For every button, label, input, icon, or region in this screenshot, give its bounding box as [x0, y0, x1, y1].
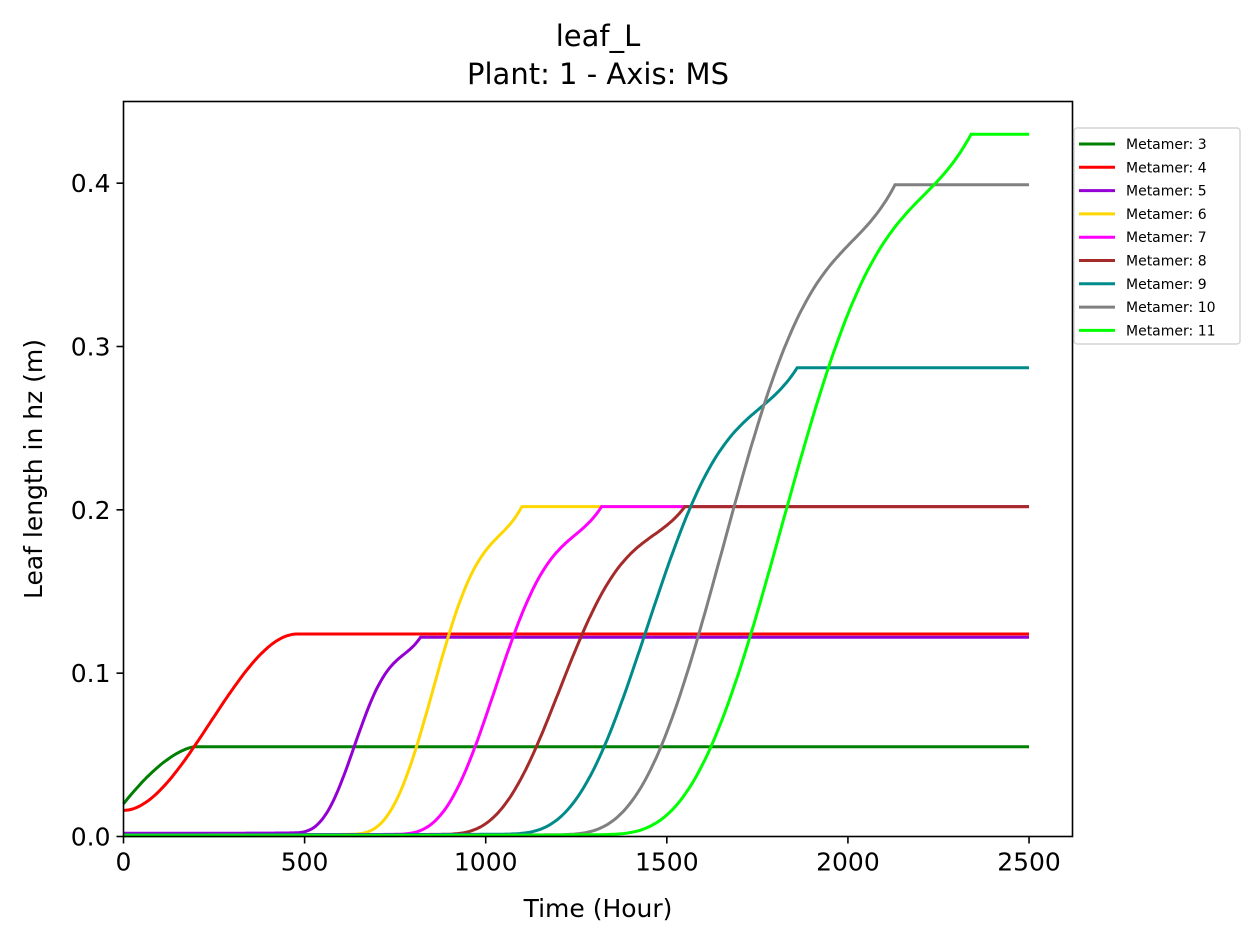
legend-label: Metamer: 6	[1126, 207, 1207, 223]
y-tick-label: 0.1	[71, 659, 111, 688]
legend-label: Metamer: 10	[1126, 300, 1216, 316]
series-line-8	[123, 183, 1029, 838]
series-line-1	[122, 745, 1029, 805]
legend-label: Metamer: 3	[1126, 137, 1207, 153]
series-line-9	[123, 132, 1029, 838]
legend-label: Metamer: 8	[1126, 254, 1207, 270]
chart-subtitle: Plant: 1 - Axis: MS	[467, 57, 729, 91]
plot-frame	[122, 100, 1074, 838]
legend-label: Metamer: 11	[1126, 323, 1216, 339]
series-line-5	[123, 505, 1029, 837]
legend-label: Metamer: 7	[1126, 230, 1207, 246]
x-tick-label: 0	[116, 848, 132, 877]
series-line-3	[123, 635, 1029, 835]
x-tick-label: 1500	[635, 848, 699, 877]
y-tick-label: 0.2	[71, 496, 111, 525]
chart-title: leaf_L	[556, 19, 641, 53]
y-tick-label: 0.0	[71, 823, 111, 852]
series-lines	[122, 132, 1029, 838]
legend-label: Metamer: 9	[1126, 277, 1207, 293]
y-axis-label: Leaf length in hz (m)	[19, 339, 48, 599]
x-tick-label: 1000	[454, 848, 518, 877]
axis-ticks: 0 500 1000 1500 2000 2500 0.0 0.1 0.2 0.3 0.4	[71, 169, 1061, 876]
x-axis-label: Time (Hour)	[523, 894, 673, 923]
series-line-4	[123, 505, 1029, 837]
legend-label: Metamer: 5	[1126, 184, 1207, 200]
y-tick-label: 0.3	[71, 333, 111, 362]
y-tick-label: 0.4	[71, 169, 111, 198]
legend-frame	[1073, 127, 1241, 345]
legend: Metamer: 3 Metamer: 4 Metamer: 5 Metamer: 6…	[1073, 127, 1241, 345]
x-tick-label: 500	[281, 848, 329, 877]
series-line-7	[123, 366, 1029, 837]
x-tick-label: 2000	[816, 848, 880, 877]
series-line-6	[123, 505, 1029, 837]
legend-label: Metamer: 4	[1126, 160, 1207, 176]
x-tick-label: 2500	[997, 848, 1061, 877]
series-line-2	[123, 632, 1029, 812]
